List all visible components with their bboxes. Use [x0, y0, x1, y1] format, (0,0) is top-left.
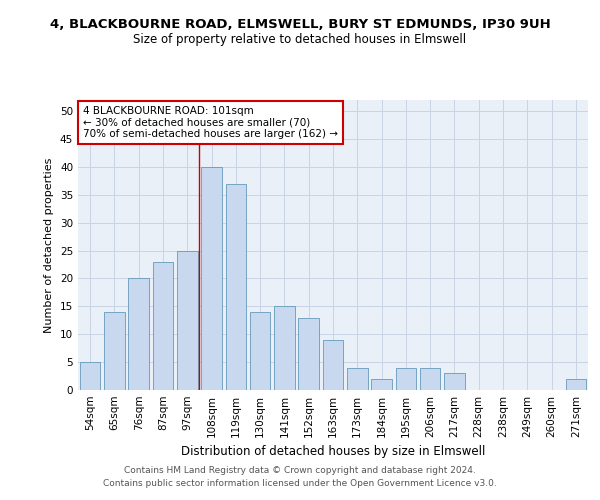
- Bar: [420, 368, 440, 390]
- Text: Contains HM Land Registry data © Crown copyright and database right 2024.
Contai: Contains HM Land Registry data © Crown c…: [103, 466, 497, 487]
- Text: 4, BLACKBOURNE ROAD, ELMSWELL, BURY ST EDMUNDS, IP30 9UH: 4, BLACKBOURNE ROAD, ELMSWELL, BURY ST E…: [50, 18, 550, 30]
- Y-axis label: Number of detached properties: Number of detached properties: [44, 158, 55, 332]
- Bar: [347, 368, 368, 390]
- Bar: [274, 306, 295, 390]
- Bar: [395, 368, 416, 390]
- Bar: [250, 312, 271, 390]
- Text: 4 BLACKBOURNE ROAD: 101sqm
← 30% of detached houses are smaller (70)
70% of semi: 4 BLACKBOURNE ROAD: 101sqm ← 30% of deta…: [83, 106, 338, 139]
- Bar: [201, 167, 222, 390]
- Bar: [128, 278, 149, 390]
- Bar: [104, 312, 125, 390]
- Bar: [80, 362, 100, 390]
- Text: Size of property relative to detached houses in Elmswell: Size of property relative to detached ho…: [133, 32, 467, 46]
- Bar: [444, 374, 465, 390]
- Bar: [226, 184, 246, 390]
- Bar: [323, 340, 343, 390]
- Bar: [371, 379, 392, 390]
- Bar: [152, 262, 173, 390]
- X-axis label: Distribution of detached houses by size in Elmswell: Distribution of detached houses by size …: [181, 446, 485, 458]
- Bar: [298, 318, 319, 390]
- Bar: [566, 379, 586, 390]
- Bar: [177, 250, 197, 390]
